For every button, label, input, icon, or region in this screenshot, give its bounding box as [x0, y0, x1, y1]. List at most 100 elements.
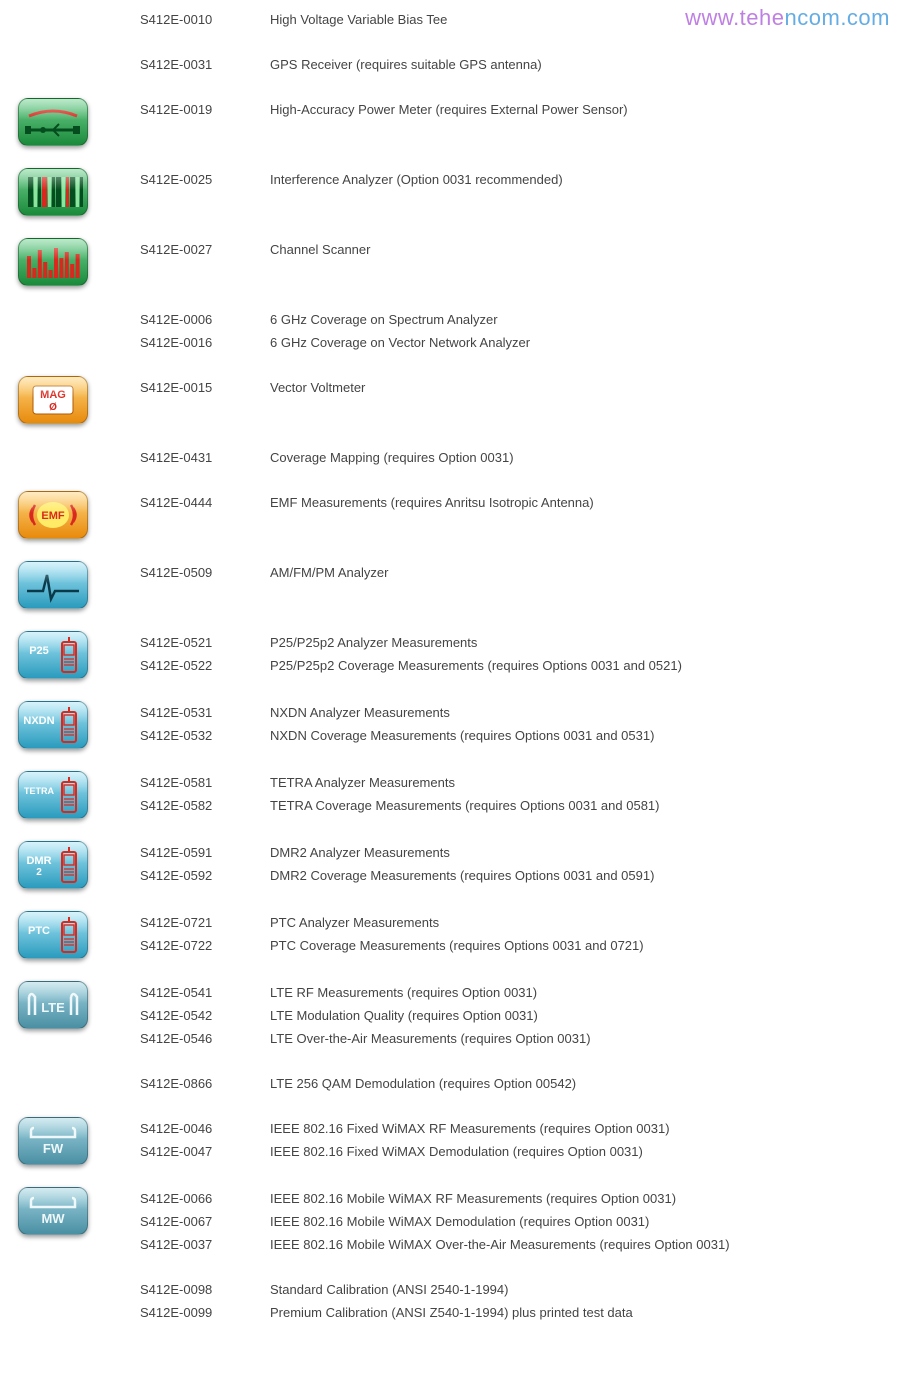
option-desc: PTC Coverage Measurements (requires Opti…	[270, 938, 890, 953]
option-desc: Interference Analyzer (Option 0031 recom…	[270, 172, 890, 187]
option-group: S412E-0866LTE 256 QAM Demodulation (requ…	[0, 1072, 900, 1095]
option-row: S412E-0047IEEE 802.16 Fixed WiMAX Demodu…	[140, 1140, 890, 1163]
option-row: S412E-0066IEEE 802.16 Mobile WiMAX RF Me…	[140, 1187, 890, 1210]
icon-cell: FW	[0, 1117, 140, 1165]
option-code: S412E-0546	[140, 1031, 270, 1046]
dmr2-icon: DMR2	[18, 841, 88, 889]
option-rows: S412E-0031GPS Receiver (requires suitabl…	[140, 53, 900, 76]
option-row: S412E-0015Vector Voltmeter	[140, 376, 890, 399]
option-row: S412E-0031GPS Receiver (requires suitabl…	[140, 53, 890, 76]
option-row: S412E-0099Premium Calibration (ANSI Z540…	[140, 1301, 890, 1324]
option-row: S412E-00066 GHz Coverage on Spectrum Ana…	[140, 308, 890, 331]
option-rows: S412E-0431Coverage Mapping (requires Opt…	[140, 446, 900, 469]
option-desc: IEEE 802.16 Mobile WiMAX Over-the-Air Me…	[270, 1237, 890, 1252]
option-code: S412E-0522	[140, 658, 270, 673]
option-row: S412E-0509AM/FM/PM Analyzer	[140, 561, 890, 584]
option-row: S412E-0531NXDN Analyzer Measurements	[140, 701, 890, 724]
svg-text:MAG: MAG	[40, 389, 66, 401]
option-row: S412E-0541LTE RF Measurements (requires …	[140, 981, 890, 1004]
option-desc: Coverage Mapping (requires Option 0031)	[270, 450, 890, 465]
option-code: S412E-0581	[140, 775, 270, 790]
option-group: S412E-0027Channel Scanner	[0, 238, 900, 286]
option-row: S412E-0591DMR2 Analyzer Measurements	[140, 841, 890, 864]
icon-cell: MAGØ	[0, 376, 140, 424]
mag-icon: MAGØ	[18, 376, 88, 424]
option-row: S412E-0037IEEE 802.16 Mobile WiMAX Over-…	[140, 1233, 890, 1256]
option-row: S412E-0431Coverage Mapping (requires Opt…	[140, 446, 890, 469]
option-row: S412E-0542LTE Modulation Quality (requir…	[140, 1004, 890, 1027]
option-desc: P25/P25p2 Coverage Measurements (require…	[270, 658, 890, 673]
option-rows: S412E-0444EMF Measurements (requires Anr…	[140, 491, 900, 514]
option-row: S412E-0098Standard Calibration (ANSI 254…	[140, 1278, 890, 1301]
option-code: S412E-0541	[140, 985, 270, 1000]
icon-cell: P25	[0, 631, 140, 679]
option-group: FWS412E-0046IEEE 802.16 Fixed WiMAX RF M…	[0, 1117, 900, 1165]
option-row: S412E-0444EMF Measurements (requires Anr…	[140, 491, 890, 514]
option-group: LTE S412E-0541LTE RF Measurements (requir…	[0, 981, 900, 1050]
option-code: S412E-0027	[140, 242, 270, 257]
option-desc: TETRA Coverage Measurements (requires Op…	[270, 798, 890, 813]
option-rows: S412E-0027Channel Scanner	[140, 238, 900, 261]
option-row: S412E-0019High-Accuracy Power Meter (req…	[140, 98, 890, 121]
option-desc: DMR2 Coverage Measurements (requires Opt…	[270, 868, 890, 883]
option-rows: S412E-0531NXDN Analyzer MeasurementsS412…	[140, 701, 900, 747]
usb-power-icon	[18, 98, 88, 146]
option-code: S412E-0509	[140, 565, 270, 580]
option-code: S412E-0010	[140, 12, 270, 27]
option-group: S412E-0431Coverage Mapping (requires Opt…	[0, 446, 900, 469]
option-group: MAGØ S412E-0015Vector Voltmeter	[0, 376, 900, 424]
option-desc: GPS Receiver (requires suitable GPS ante…	[270, 57, 890, 72]
option-row: S412E-0067IEEE 802.16 Mobile WiMAX Demod…	[140, 1210, 890, 1233]
option-code: S412E-0866	[140, 1076, 270, 1091]
option-rows: S412E-0509AM/FM/PM Analyzer	[140, 561, 900, 584]
option-code: S412E-0037	[140, 1237, 270, 1252]
option-rows: S412E-0866LTE 256 QAM Demodulation (requ…	[140, 1072, 900, 1095]
icon-cell	[0, 98, 140, 146]
option-rows: S412E-0521P25/P25p2 Analyzer Measurement…	[140, 631, 900, 677]
option-rows: S412E-0015Vector Voltmeter	[140, 376, 900, 399]
option-rows: S412E-00066 GHz Coverage on Spectrum Ana…	[140, 308, 900, 354]
option-row: S412E-0581TETRA Analyzer Measurements	[140, 771, 890, 794]
lte-icon: LTE	[18, 981, 88, 1029]
option-code: S412E-0592	[140, 868, 270, 883]
option-row: S412E-0027Channel Scanner	[140, 238, 890, 261]
option-group: S412E-0098Standard Calibration (ANSI 254…	[0, 1278, 900, 1324]
p25-icon: P25	[18, 631, 88, 679]
emf-icon: EMF	[18, 491, 88, 539]
option-code: S412E-0006	[140, 312, 270, 327]
option-row: S412E-0546LTE Over-the-Air Measurements …	[140, 1027, 890, 1050]
option-code: S412E-0444	[140, 495, 270, 510]
option-desc: Standard Calibration (ANSI 2540-1-1994)	[270, 1282, 890, 1297]
svg-text:EMF: EMF	[41, 510, 65, 522]
option-group: EMF S412E-0444EMF Measurements (requires …	[0, 491, 900, 539]
ptc-icon: PTC	[18, 911, 88, 959]
watermark: www.tehencom.com	[685, 5, 890, 31]
option-desc: LTE Over-the-Air Measurements (requires …	[270, 1031, 890, 1046]
svg-text:Ø: Ø	[49, 402, 57, 413]
option-code: S412E-0591	[140, 845, 270, 860]
option-row: S412E-00166 GHz Coverage on Vector Netwo…	[140, 331, 890, 354]
option-row: S412E-0532NXDN Coverage Measurements (re…	[140, 724, 890, 747]
option-code: S412E-0721	[140, 915, 270, 930]
option-group: S412E-0509AM/FM/PM Analyzer	[0, 561, 900, 609]
icon-cell	[0, 238, 140, 286]
mw-icon: MW	[18, 1187, 88, 1235]
option-code: S412E-0015	[140, 380, 270, 395]
option-code: S412E-0031	[140, 57, 270, 72]
option-group: S412E-00066 GHz Coverage on Spectrum Ana…	[0, 308, 900, 354]
option-group: S412E-0019High-Accuracy Power Meter (req…	[0, 98, 900, 146]
option-desc: IEEE 802.16 Fixed WiMAX RF Measurements …	[270, 1121, 890, 1136]
icon-cell: MW	[0, 1187, 140, 1235]
icon-cell: DMR2	[0, 841, 140, 889]
option-group: NXDNS412E-0531NXDN Analyzer Measurements…	[0, 701, 900, 749]
option-row: S412E-0866LTE 256 QAM Demodulation (requ…	[140, 1072, 890, 1095]
option-desc: LTE RF Measurements (requires Option 003…	[270, 985, 890, 1000]
option-desc: AM/FM/PM Analyzer	[270, 565, 890, 580]
option-code: S412E-0532	[140, 728, 270, 743]
option-code: S412E-0582	[140, 798, 270, 813]
option-rows: S412E-0581TETRA Analyzer MeasurementsS41…	[140, 771, 900, 817]
option-code: S412E-0067	[140, 1214, 270, 1229]
option-row: S412E-0522P25/P25p2 Coverage Measurement…	[140, 654, 890, 677]
svg-text:LTE: LTE	[41, 1000, 65, 1015]
option-desc: NXDN Coverage Measurements (requires Opt…	[270, 728, 890, 743]
